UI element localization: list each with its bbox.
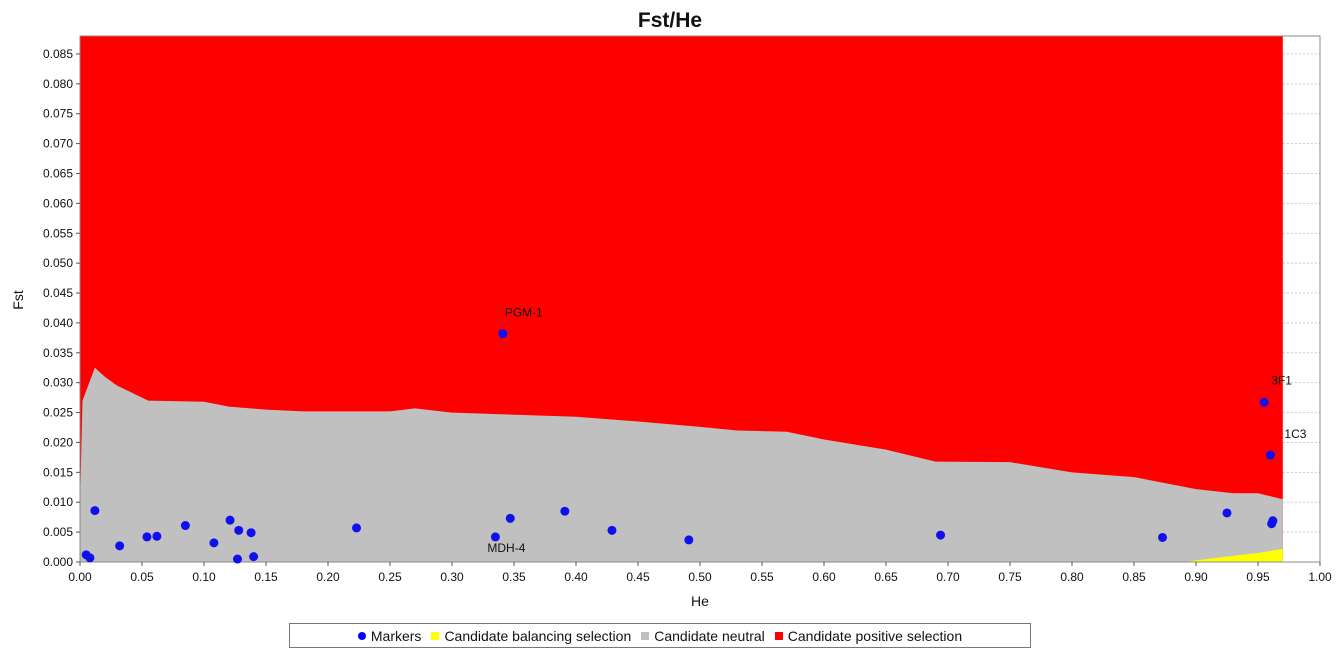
x-tick-label-2: 0.10 [192,570,216,584]
y-tick-label-12: 0.060 [43,196,73,210]
annotation-0: PGM-1 [505,306,543,320]
y-tick-label-11: 0.055 [43,226,73,240]
marker-point-20 [936,530,946,540]
y-tick-label-1: 0.005 [43,525,73,539]
y-tick-label-5: 0.025 [43,406,73,420]
y-tick-label-3: 0.015 [43,465,73,479]
marker-point-3 [115,541,125,551]
marker-point-18 [607,525,617,535]
y-tick-label-8: 0.040 [43,316,73,330]
x-tick-label-9: 0.45 [626,570,650,584]
legend-item-0: Markers [357,627,422,644]
y-tick-label-2: 0.010 [43,495,73,509]
y-tick-label-0: 0.000 [43,555,73,569]
y-tick-label-10: 0.050 [43,256,73,270]
x-tick-label-3: 0.15 [254,570,278,584]
y-tick-label-15: 0.075 [43,107,73,121]
plot-area: PGM-1 MDH-4 3F1 1C3 [79,35,1321,564]
x-tick-label-17: 0.85 [1122,570,1146,584]
marker-point-10 [234,525,244,535]
legend-label-1: Candidate balancing selection [444,627,632,644]
x-tick-label-8: 0.40 [564,570,588,584]
annotation-2: 3F1 [1271,373,1292,387]
x-tick-label-11: 0.55 [750,570,774,584]
y-tick-label-17: 0.085 [43,47,73,61]
x-tick-label-1: 0.05 [130,570,154,584]
legend-item-3: Candidate positive selection [774,627,963,644]
marker-point-23 [1259,397,1269,407]
legend-item-2: Candidate neutral [641,628,765,644]
legend-label-3: Candidate positive selection [787,627,963,644]
x-tick-label-13: 0.65 [874,570,898,584]
marker-point-17 [560,506,570,516]
x-tick-label-15: 0.75 [998,570,1022,584]
marker-point-6 [180,521,190,531]
x-tick-label-0: 0.00 [68,570,92,584]
x-tick-label-20: 1.00 [1308,570,1332,584]
x-tick-label-16: 0.80 [1060,570,1084,584]
y-axis-label: Fst [10,290,26,310]
legend-label-0: Markers [370,627,422,644]
x-tick-label-14: 0.70 [936,570,960,584]
x-axis-label: He [691,593,709,609]
marker-point-13 [352,523,362,533]
marker-point-26 [1268,516,1278,526]
marker-point-12 [249,552,259,562]
marker-point-11 [246,528,256,538]
y-tick-label-4: 0.020 [43,435,73,449]
chart-title: Fst/He [638,9,702,32]
marker-point-4 [142,532,152,542]
region-balancing-selection [1183,548,1283,562]
x-tick-label-12: 0.60 [812,570,836,584]
marker-point-2 [90,506,100,516]
y-tick-label-9: 0.045 [43,286,73,300]
marker-point-7 [209,538,219,548]
axes: 0.00 0.05 0.10 0.15 0.20 0.25 0.30 0.35 0.40 0.45… [43,47,1332,584]
legend: Markers Candidate balancing selection Cand… [289,623,1031,648]
marker-point-8 [225,515,235,525]
x-tick-label-6: 0.30 [440,570,464,584]
marker-point-1 [85,553,95,563]
legend-item-1: Candidate balancing selection [431,628,631,644]
marker-point-21 [1158,532,1168,542]
legend-swatch-0 [357,631,366,640]
marker-point-16 [505,513,515,523]
marker-point-19 [684,535,694,545]
marker-point-14 [490,532,500,542]
legend-swatch-2 [641,631,650,640]
x-tick-label-5: 0.25 [378,570,402,584]
x-tick-label-7: 0.35 [502,570,526,584]
y-tick-label-13: 0.065 [43,166,73,180]
y-tick-label-14: 0.070 [43,137,73,151]
x-tick-label-18: 0.90 [1184,570,1208,584]
legend-swatch-1 [431,631,440,640]
legend-label-2: Candidate neutral [654,627,765,644]
x-tick-label-10: 0.50 [688,570,712,584]
y-tick-label-6: 0.030 [43,376,73,390]
region-neutral [80,367,1283,562]
annotation-3: 1C3 [1284,427,1306,441]
y-tick-label-7: 0.035 [43,346,73,360]
marker-point-9 [232,554,242,564]
annotation-1: MDH-4 [487,541,525,555]
marker-point-22 [1222,508,1232,518]
x-tick-label-19: 0.95 [1246,570,1270,584]
marker-point-15 [498,329,508,339]
y-tick-label-16: 0.080 [43,77,73,91]
legend-swatch-3 [774,631,783,640]
x-tick-label-4: 0.20 [316,570,340,584]
fst-he-chart: Fst/He PGM-1 MDH-4 3F1 1C3 0.00 0.05 0.10 0.15… [10,9,1332,609]
marker-point-5 [152,531,162,541]
marker-point-24 [1265,450,1275,460]
